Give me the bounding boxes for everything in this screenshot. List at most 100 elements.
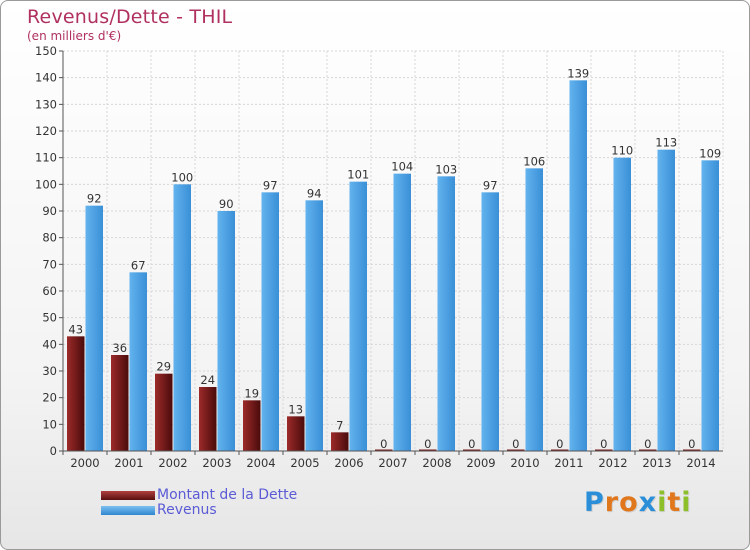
bar-dette [243, 400, 261, 451]
x-tick-label: 2006 [334, 456, 363, 470]
chart-subtitle: (en milliers d'€) [27, 29, 122, 43]
logo-letter: i [681, 487, 692, 518]
bar-revenus [85, 205, 103, 451]
legend-swatch-revenus [101, 506, 155, 515]
y-tick-label: 90 [42, 204, 57, 218]
value-label: 29 [156, 360, 171, 374]
bar-dette [639, 449, 657, 451]
legend-swatch-dette [101, 491, 155, 500]
bar-revenus [349, 181, 367, 451]
y-tick-label: 50 [42, 311, 57, 325]
y-tick-label: 150 [35, 44, 57, 58]
y-tick-label: 30 [42, 364, 57, 378]
proxiti-logo: Proxiti [584, 487, 692, 518]
bar-dette [683, 449, 701, 451]
y-tick-label: 0 [50, 444, 57, 458]
x-tick-label: 2013 [642, 456, 671, 470]
bar-dette [551, 449, 569, 451]
x-axis: 2000 2001 2002 2003 2004 2005 2006 2007 2008 2009… [62, 450, 723, 470]
bar-dette [67, 336, 85, 451]
bar-revenus [129, 272, 147, 451]
value-label: 13 [288, 402, 303, 416]
value-label: 139 [567, 66, 589, 80]
bar-dette [463, 449, 481, 451]
value-label: 67 [131, 258, 146, 272]
bar-dette [199, 387, 217, 451]
value-label: 101 [347, 168, 369, 182]
grid-lines [62, 50, 724, 452]
x-tick-label: 2009 [466, 456, 495, 470]
value-label: 0 [512, 437, 519, 451]
value-label: 92 [87, 192, 102, 206]
bar-revenus [657, 149, 675, 451]
bar-dette [375, 449, 393, 451]
chart-title: Revenus/Dette - THIL [27, 6, 233, 28]
value-label: 24 [200, 373, 215, 387]
value-label: 104 [391, 160, 413, 174]
bar-revenus [701, 160, 719, 452]
bar-dette [155, 373, 173, 451]
y-tick-label: 60 [42, 284, 57, 298]
bar-revenus [217, 211, 235, 451]
logo-letter: o [619, 487, 639, 518]
value-label: 110 [611, 144, 633, 158]
value-label: 106 [523, 154, 545, 168]
bar-dette [595, 449, 613, 451]
value-label: 43 [68, 322, 83, 336]
logo-letter: x [638, 487, 658, 518]
value-label: 36 [112, 341, 127, 355]
bar-revenus [525, 168, 543, 452]
value-label: 103 [435, 162, 457, 176]
bar-dette [331, 432, 349, 451]
logo-letter: P [584, 487, 605, 518]
bar-dette [111, 355, 129, 451]
value-label: 0 [688, 437, 695, 451]
bar-revenus [305, 200, 323, 451]
y-tick-label: 20 [42, 391, 57, 405]
x-tick-label: 2014 [686, 456, 715, 470]
x-tick-label: 2004 [246, 456, 275, 470]
value-label: 97 [483, 178, 498, 192]
value-label: 109 [699, 146, 721, 160]
value-label: 0 [644, 437, 651, 451]
bar-revenus [437, 176, 455, 452]
value-label: 90 [219, 197, 234, 211]
x-tick-label: 2007 [378, 456, 407, 470]
x-tick-label: 2010 [510, 456, 539, 470]
x-tick-label: 2008 [422, 456, 451, 470]
value-label: 97 [263, 178, 278, 192]
x-tick-label: 2002 [158, 456, 187, 470]
x-tick-label: 2001 [114, 456, 143, 470]
logo-letter: t [667, 487, 682, 518]
bar-revenus [481, 192, 499, 452]
legend-label-dette: Montant de la Dette [157, 487, 298, 503]
x-tick-label: 2000 [70, 456, 99, 470]
y-tick-label: 140 [35, 71, 57, 85]
x-tick-label: 2005 [290, 456, 319, 470]
y-tick-label: 70 [42, 257, 57, 271]
y-axis: 0 10 20 30 40 50 60 70 80 90 100 110 120 130 140 150 [35, 44, 64, 458]
x-tick-label: 2011 [554, 456, 583, 470]
x-tick-label: 2012 [598, 456, 627, 470]
bar-dette [287, 416, 305, 451]
y-tick-label: 40 [42, 337, 57, 351]
bar-revenus [569, 80, 587, 451]
logo-letter: i [657, 487, 668, 518]
value-label: 0 [380, 437, 387, 451]
value-labels: 43 36 29 24 19 13 7 0 0 0 0 0 0 0 0 92 67 100 90 97 94 101 104… [68, 66, 721, 451]
value-label: 0 [600, 437, 607, 451]
y-tick-label: 120 [35, 124, 57, 138]
value-label: 113 [655, 136, 677, 150]
value-label: 0 [468, 437, 475, 451]
value-label: 100 [171, 170, 193, 184]
y-tick-label: 10 [42, 417, 57, 431]
x-tick-label: 2003 [202, 456, 231, 470]
y-tick-label: 100 [35, 177, 57, 191]
bar-revenus [173, 184, 191, 452]
y-tick-label: 130 [35, 97, 57, 111]
logo-letter: r [604, 487, 620, 518]
y-tick-label: 110 [35, 151, 57, 165]
bars [67, 80, 719, 452]
